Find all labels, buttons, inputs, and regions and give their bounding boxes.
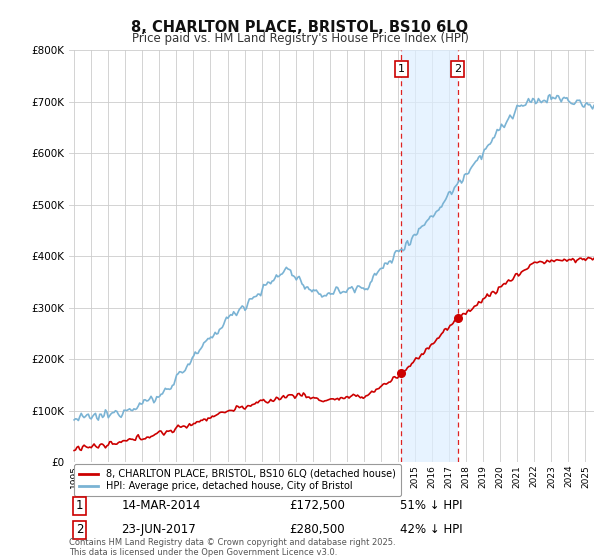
- Bar: [401, 50, 458, 462]
- Text: 51% ↓ HPI: 51% ↓ HPI: [400, 500, 462, 512]
- Text: 2: 2: [454, 64, 461, 74]
- Text: £280,500: £280,500: [290, 523, 345, 536]
- Text: 1: 1: [398, 64, 405, 74]
- Text: 42% ↓ HPI: 42% ↓ HPI: [400, 523, 463, 536]
- Text: Contains HM Land Registry data © Crown copyright and database right 2025.
This d: Contains HM Land Registry data © Crown c…: [69, 538, 395, 557]
- Text: 2: 2: [76, 523, 83, 536]
- Text: 1: 1: [76, 500, 83, 512]
- Text: £172,500: £172,500: [290, 500, 346, 512]
- Legend: 8, CHARLTON PLACE, BRISTOL, BS10 6LQ (detached house), HPI: Average price, detac: 8, CHARLTON PLACE, BRISTOL, BS10 6LQ (de…: [74, 464, 401, 496]
- Text: 8, CHARLTON PLACE, BRISTOL, BS10 6LQ: 8, CHARLTON PLACE, BRISTOL, BS10 6LQ: [131, 20, 469, 35]
- Text: 14-MAR-2014: 14-MAR-2014: [121, 500, 201, 512]
- Text: Price paid vs. HM Land Registry's House Price Index (HPI): Price paid vs. HM Land Registry's House …: [131, 32, 469, 45]
- Text: 23-JUN-2017: 23-JUN-2017: [121, 523, 196, 536]
